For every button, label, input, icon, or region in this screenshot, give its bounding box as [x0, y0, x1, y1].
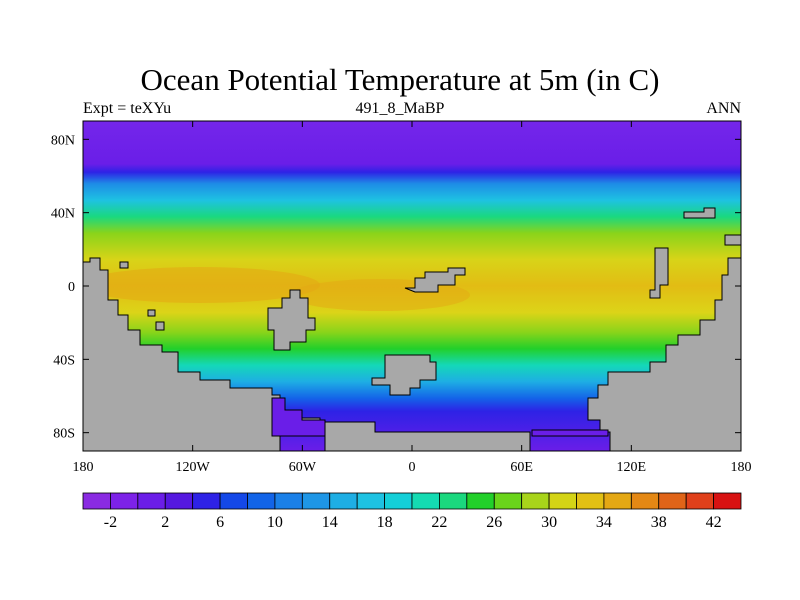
western-continent — [83, 257, 281, 451]
colorbar-swatch — [356, 492, 385, 510]
equatorial-island-east — [404, 267, 466, 293]
colorbar-label: 34 — [596, 514, 612, 531]
colorbar-swatch — [658, 492, 687, 510]
colorbar-swatch — [219, 492, 248, 510]
colorbar-swatch — [521, 492, 550, 510]
small-islet-3 — [155, 321, 165, 331]
experiment-label: Expt = teXYu — [83, 100, 172, 117]
colorbar-label: -2 — [104, 514, 117, 531]
eastern-strip-island — [649, 247, 669, 299]
colorbar-swatch — [493, 492, 523, 510]
colorbar-swatch — [384, 492, 413, 510]
colorbar-swatch — [548, 492, 577, 510]
colorbar-label: 6 — [216, 514, 224, 531]
x-tick-label: 180 — [73, 460, 94, 475]
colorbar-swatch — [247, 492, 276, 510]
colorbar-swatch — [301, 492, 331, 510]
y-tick-label: 80N — [51, 133, 75, 148]
southern-island — [371, 354, 437, 396]
southern-cold-basin-west — [271, 397, 326, 437]
far-east-island — [724, 234, 741, 246]
colorbar-label: 22 — [431, 514, 447, 531]
run-label: 491_8_MaBP — [355, 100, 445, 117]
colorbar-swatch — [274, 492, 303, 510]
small-islet-2 — [147, 309, 156, 317]
colorbar-swatch — [82, 492, 111, 510]
colorbar-swatch — [466, 492, 495, 510]
colorbar-label: 10 — [267, 514, 283, 531]
x-tick-label: 120W — [176, 460, 211, 475]
colorbar-swatch — [576, 492, 605, 510]
colorbar-label: 14 — [322, 514, 338, 531]
x-tick-label: 60E — [510, 460, 533, 475]
colorbar-swatch — [192, 492, 221, 510]
colorbar-swatch — [329, 492, 358, 510]
colorbar-swatch — [137, 492, 166, 510]
colorbar-swatch — [630, 492, 660, 510]
y-tick-label: 0 — [68, 280, 75, 295]
colorbar-label: 18 — [377, 514, 393, 531]
season-label: ANN — [706, 100, 741, 117]
colorbar-swatch — [439, 492, 468, 510]
x-tick-label: 60W — [289, 460, 317, 475]
colorbar-label: 30 — [541, 514, 557, 531]
map-axes: 180 120W 60W 0 60E 120E 180 80N 40N 0 40S 80S — [51, 121, 752, 475]
colorbar-swatch — [164, 492, 194, 510]
colorbar-swatch — [713, 492, 742, 510]
eastern-continent — [587, 257, 741, 451]
colorbar: -2 2 6 10 14 18 22 26 30 34 38 42 — [82, 492, 742, 531]
colorbar-swatch — [685, 492, 714, 510]
central-south-continent — [324, 421, 531, 451]
colorbar-swatch — [411, 492, 440, 510]
x-tick-label: 0 — [409, 460, 416, 475]
central-island-north — [267, 289, 316, 351]
x-tick-label: 120E — [617, 460, 647, 475]
small-islet-1 — [119, 261, 129, 269]
map-title: Ocean Potential Temperature at 5m (in C) — [140, 62, 660, 97]
colorbar-swatch — [603, 492, 632, 510]
x-tick-label: 180 — [731, 460, 752, 475]
y-tick-label: 40S — [53, 353, 75, 368]
y-tick-label: 80S — [53, 427, 75, 442]
colorbar-label: 38 — [651, 514, 667, 531]
warm-pool-west — [83, 267, 320, 303]
northeast-island — [683, 207, 716, 219]
colorbar-label: 2 — [161, 514, 169, 531]
colorbar-label: 26 — [486, 514, 502, 531]
y-tick-label: 40N — [51, 207, 75, 222]
southern-cold-basin-east — [531, 429, 609, 437]
colorbar-swatch — [110, 492, 139, 510]
colorbar-label: 42 — [706, 514, 722, 531]
